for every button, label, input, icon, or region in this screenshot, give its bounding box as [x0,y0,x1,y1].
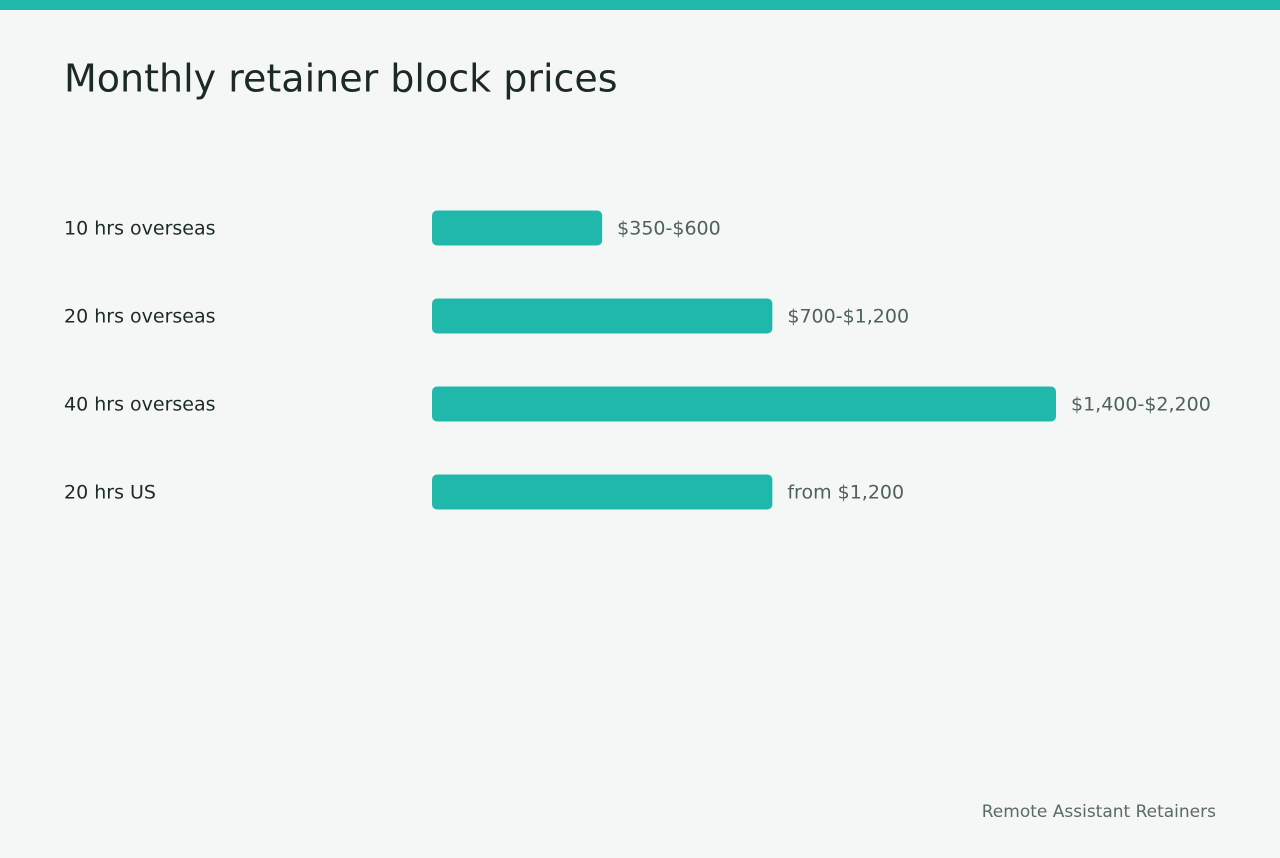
category-label: 40 hrs overseas [64,394,216,416]
bar [432,386,1056,422]
category-label: 20 hrs US [64,482,156,504]
source: Remote Assistant Retainers [982,802,1216,822]
value-label: from $1,200 [787,482,904,504]
value-label: $1,400-$2,200 [1071,394,1211,416]
value-label: $350-$600 [617,218,721,240]
bar [432,474,773,510]
bar [432,210,603,246]
category-label: 10 hrs overseas [64,218,216,240]
chart-title: Monthly retainer block prices [64,57,618,101]
category-label: 20 hrs overseas [64,306,216,328]
value-label: $700-$1,200 [787,306,909,328]
bar [432,298,773,334]
top-accent [0,0,1280,10]
